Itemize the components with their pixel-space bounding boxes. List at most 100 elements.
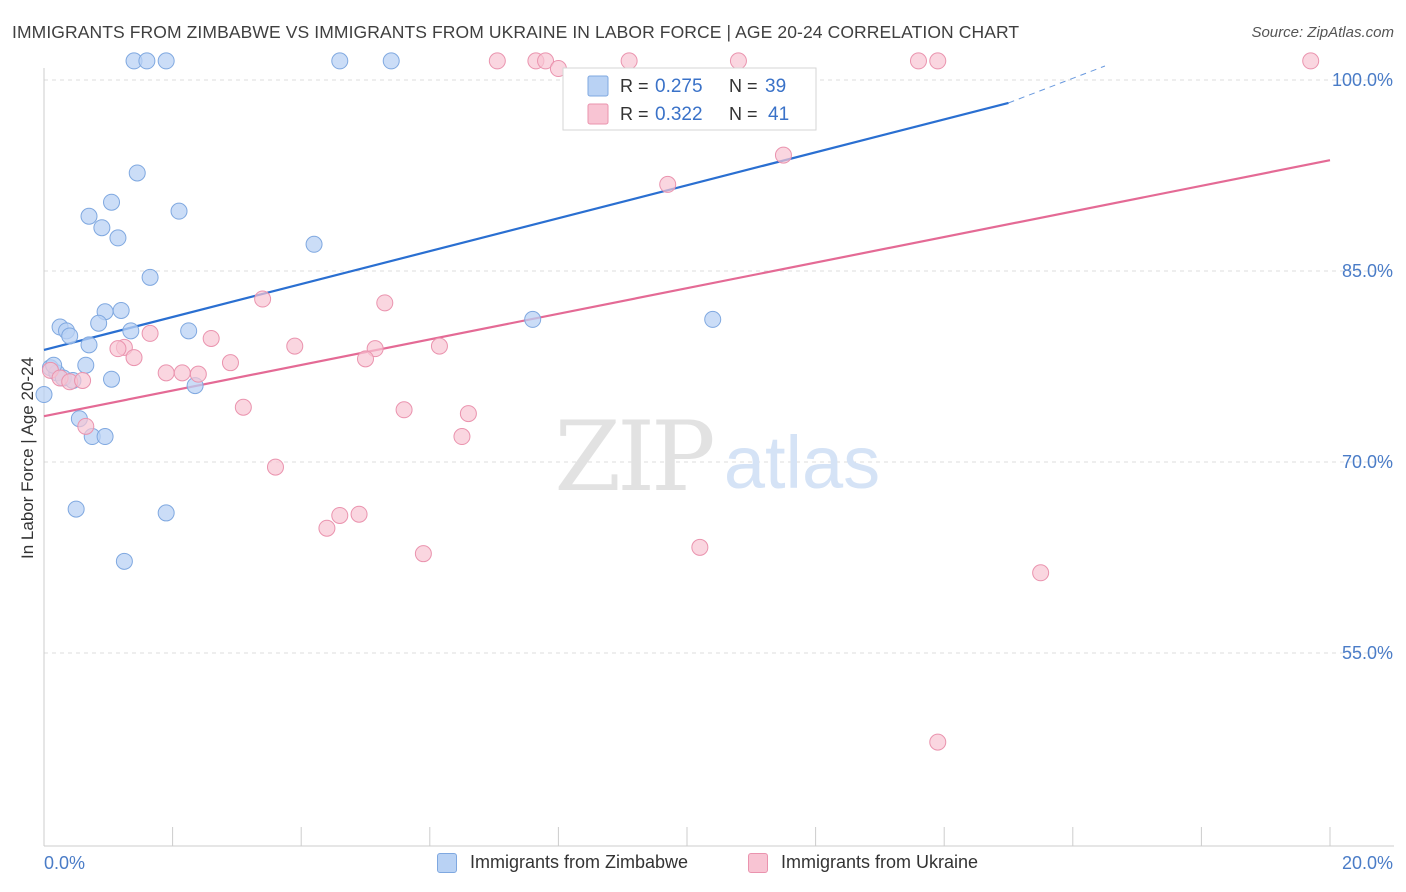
data-point-ukraine — [141, 324, 159, 342]
watermark-atlas: atlas — [724, 421, 880, 504]
data-point-zimbabwe — [61, 327, 79, 345]
data-point-ukraine — [234, 398, 252, 416]
data-point-zimbabwe — [157, 504, 175, 522]
y-tick-label: 55.0% — [1342, 643, 1393, 663]
data-point-zimbabwe — [103, 370, 121, 388]
chart-title: IMMIGRANTS FROM ZIMBABWE VS IMMIGRANTS F… — [12, 22, 1020, 42]
data-point-zimbabwe — [103, 193, 121, 211]
data-point-zimbabwe — [109, 229, 127, 247]
data-point-ukraine — [331, 506, 349, 524]
data-point-ukraine — [729, 52, 747, 70]
data-point-zimbabwe — [80, 207, 98, 225]
data-point-ukraine — [1032, 564, 1050, 582]
data-point-ukraine — [909, 52, 927, 70]
legend-item-zimbabwe[interactable]: Immigrants from Zimbabwe — [437, 852, 688, 873]
correlation-legend: R = 0.275 N = 39 R = 0.322 N = 41 — [562, 67, 817, 131]
legend-n-value-zimbabwe: 39 — [765, 76, 786, 97]
watermark-zip: ZIP — [554, 401, 713, 513]
data-point-zimbabwe — [524, 310, 542, 328]
data-point-zimbabwe — [67, 500, 85, 518]
trend-line-zimbabwe — [43, 101, 1009, 352]
data-point-zimbabwe — [77, 356, 95, 374]
y-tick-label: 85.0% — [1342, 261, 1393, 281]
source-credit: Source: ZipAtlas.com — [1251, 24, 1394, 41]
data-point-ukraine — [376, 294, 394, 312]
data-point-ukraine — [109, 340, 127, 358]
data-point-ukraine — [659, 175, 677, 193]
data-point-zimbabwe — [122, 322, 140, 340]
data-point-ukraine — [125, 349, 143, 367]
tick-labels: 55.0% 70.0% 85.0% 100.0% 0.0% 20.0% — [44, 70, 1393, 873]
legend-label-ukraine: Immigrants from Ukraine — [781, 852, 979, 872]
legend-swatch-ukraine-bottom — [748, 852, 768, 873]
data-point-ukraine — [488, 52, 506, 70]
data-point-ukraine — [77, 417, 95, 435]
data-point-zimbabwe — [180, 322, 198, 340]
data-point-ukraine — [173, 364, 191, 382]
data-point-ukraine — [266, 458, 284, 476]
data-point-ukraine — [929, 52, 947, 70]
legend-label-zimbabwe: Immigrants from Zimbabwe — [470, 852, 689, 872]
watermark: ZIP atlas — [554, 401, 880, 513]
legend-swatch-zimbabwe-bottom — [437, 852, 457, 873]
data-point-zimbabwe — [115, 552, 133, 570]
data-point-ukraine — [1302, 52, 1320, 70]
data-point-zimbabwe — [93, 219, 111, 237]
data-point-ukraine — [74, 372, 92, 390]
legend-r-label-zimbabwe: R = — [620, 76, 649, 96]
data-point-zimbabwe — [382, 52, 400, 70]
data-point-zimbabwe — [112, 301, 130, 319]
data-point-zimbabwe — [138, 52, 156, 70]
data-point-zimbabwe — [141, 268, 159, 286]
data-point-ukraine — [430, 337, 448, 355]
legend-item-ukraine[interactable]: Immigrants from Ukraine — [748, 852, 978, 873]
data-point-zimbabwe — [90, 314, 108, 332]
data-point-zimbabwe — [331, 52, 349, 70]
data-point-ukraine — [318, 519, 336, 537]
legend-n-value-ukraine: 41 — [768, 104, 789, 125]
data-point-ukraine — [453, 428, 471, 446]
data-point-zimbabwe — [80, 336, 98, 354]
data-point-ukraine — [395, 401, 413, 419]
grid-lines — [44, 79, 1394, 654]
y-tick-label: 70.0% — [1342, 452, 1393, 472]
data-point-ukraine — [459, 405, 477, 423]
legend-n-label-zimbabwe: N = — [729, 76, 758, 96]
x-tick-label: 0.0% — [44, 853, 85, 873]
series-ukraine-points — [41, 52, 1320, 751]
data-point-ukraine — [189, 365, 207, 383]
trend-line-ukraine — [43, 159, 1331, 418]
data-point-zimbabwe — [704, 310, 722, 328]
data-point-zimbabwe — [96, 428, 114, 446]
legend-swatch-zimbabwe — [587, 75, 609, 97]
trend-line-zimbabwe-extension — [1008, 65, 1106, 104]
data-point-zimbabwe — [35, 386, 53, 404]
data-point-ukraine — [221, 354, 239, 372]
data-point-ukraine — [357, 350, 374, 368]
axes — [43, 68, 1394, 847]
data-point-zimbabwe — [305, 235, 323, 253]
data-point-ukraine — [537, 52, 555, 70]
data-point-ukraine — [774, 146, 792, 164]
data-point-ukraine — [286, 337, 304, 355]
data-point-zimbabwe — [128, 164, 146, 182]
trend-lines — [43, 65, 1331, 418]
x-tick-label: 20.0% — [1342, 853, 1393, 873]
legend-r-label-ukraine: R = — [620, 104, 649, 124]
data-point-ukraine — [157, 364, 175, 382]
data-point-ukraine — [620, 52, 638, 70]
legend-r-value-zimbabwe: 0.275 — [655, 76, 703, 97]
data-point-ukraine — [254, 290, 272, 308]
series-legend: Immigrants from Zimbabwe Immigrants from… — [0, 852, 1406, 878]
data-point-ukraine — [929, 733, 947, 751]
legend-n-label-ukraine: N = — [729, 104, 758, 124]
legend-swatch-ukraine — [587, 103, 609, 125]
legend-r-value-ukraine: 0.322 — [655, 104, 703, 125]
data-point-ukraine — [350, 505, 368, 523]
y-tick-label: 100.0% — [1332, 70, 1393, 90]
data-point-ukraine — [202, 329, 220, 347]
data-point-ukraine — [414, 545, 432, 563]
data-point-zimbabwe — [170, 202, 188, 220]
data-point-zimbabwe — [157, 52, 175, 70]
